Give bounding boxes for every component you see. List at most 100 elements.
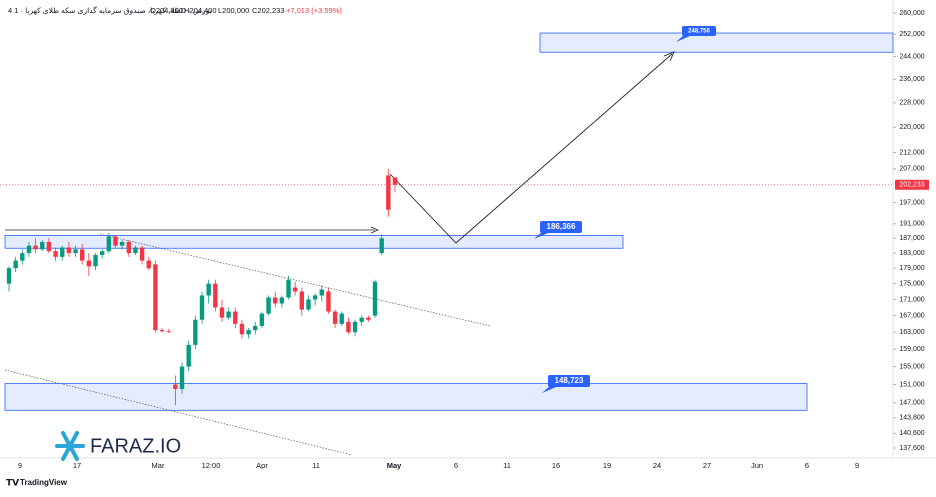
candle-body <box>286 279 291 298</box>
y-tick-label: 236,000 <box>899 76 924 83</box>
y-tick-label: 147,000 <box>899 400 924 407</box>
y-tick-label: 244,000 <box>899 53 924 60</box>
candle-body <box>40 241 45 250</box>
candle-body <box>352 321 358 333</box>
x-tick-label: 17 <box>73 461 81 470</box>
y-tick-label: 137,600 <box>899 445 924 452</box>
x-tick-label: 6 <box>454 461 458 470</box>
candle-body <box>226 311 231 318</box>
arrow-head <box>663 51 675 62</box>
y-tick-label: 260,000 <box>899 10 924 17</box>
zones: 248,756 186,366 148,723 <box>0 26 894 411</box>
y-tick-label: 163,000 <box>899 329 924 336</box>
footer-text: TradingView <box>20 478 68 487</box>
zone-label: 148,723 <box>555 376 584 385</box>
candle-body <box>199 295 205 320</box>
header: 4 طلا، کهربا، صندوق سرمایه گذاری سکه طلا… <box>8 6 342 15</box>
candle-body <box>392 177 398 185</box>
candle-body <box>53 251 58 257</box>
candle-body <box>339 313 344 324</box>
candle-body <box>273 297 278 304</box>
candle-body <box>146 260 151 269</box>
trend-line <box>99 233 491 327</box>
candle-body <box>366 317 371 320</box>
y-tick-label: 179,000 <box>899 265 924 272</box>
y-tick-label: 151,000 <box>899 381 924 388</box>
candle-body <box>179 366 185 390</box>
candle-body <box>346 321 351 333</box>
candle-body <box>213 283 218 308</box>
footer: 𝗧𝗩 TradingView <box>6 477 68 487</box>
candle-body <box>153 264 158 331</box>
chart-title: 4 طلا، کهربا، صندوق سرمایه گذاری سکه طلا… <box>8 6 212 15</box>
candle-body <box>86 260 92 267</box>
candle-body <box>80 249 85 261</box>
candle-body <box>253 325 258 331</box>
candle-body <box>33 245 38 250</box>
y-tick-label: 175,000 <box>899 280 924 287</box>
candle-body <box>332 311 338 324</box>
candle-body <box>359 317 364 322</box>
x-tick-label: 12:00 <box>202 461 221 470</box>
zone-label-pointer <box>676 35 690 42</box>
logo-icon <box>55 431 85 461</box>
ohlc-text: O204,400 <box>150 6 183 15</box>
candle-body <box>20 253 25 261</box>
x-axis: 9 17 Mar 12:00 Apr 11 May 6 11 16 19 24 27 Jun 6 9 <box>18 461 859 470</box>
candle-body <box>166 331 171 333</box>
y-tick-label: 191,000 <box>899 221 924 228</box>
candle-body <box>46 241 52 252</box>
zone-label: 186,366 <box>547 222 576 231</box>
x-tick-label: 27 <box>703 461 711 470</box>
ohlc-text: H204,400 <box>184 6 217 15</box>
y-tick-label: 228,000 <box>899 100 924 107</box>
candle-body <box>159 330 165 332</box>
projection-path <box>389 53 673 244</box>
candle-body <box>139 247 145 261</box>
candle-body <box>113 236 118 246</box>
x-tick-label: 16 <box>552 461 560 470</box>
zone-label-box <box>540 221 582 233</box>
y-tick-label: 197,000 <box>899 200 924 207</box>
candle-body <box>312 295 318 300</box>
candle-body <box>93 254 98 267</box>
candle-body <box>259 313 265 326</box>
candle-body <box>319 289 324 296</box>
x-tick-label: 11 <box>312 461 320 470</box>
candle-body <box>299 291 305 310</box>
candle-body <box>173 384 178 390</box>
candle-body <box>119 241 125 246</box>
candle-body <box>386 175 391 210</box>
candle-body <box>292 287 298 292</box>
zone-label-pointer <box>534 232 548 239</box>
y-tick-label: 183,000 <box>899 250 924 257</box>
x-tick-label: 11 <box>503 461 511 470</box>
y-tick-label: 167,000 <box>899 312 924 319</box>
y-tick-label: 143,800 <box>899 415 924 422</box>
candle-body <box>26 245 32 254</box>
candle-body <box>60 247 65 257</box>
y-tick-label: 187,000 <box>899 235 924 242</box>
x-tick-label: May <box>387 461 402 470</box>
watermark: FARAZ.IO <box>55 431 181 461</box>
y-tick-label: 212,000 <box>899 149 924 156</box>
x-tick-label: 9 <box>855 461 859 470</box>
candles <box>6 168 398 406</box>
zone <box>4 234 624 249</box>
y-tick-label: 155,000 <box>899 363 924 370</box>
candle-body <box>186 344 191 367</box>
x-tick-label: 24 <box>653 461 661 470</box>
candle-body <box>106 236 112 252</box>
candle-body <box>126 241 131 254</box>
candle-body <box>233 311 238 324</box>
x-tick-label: 19 <box>603 461 611 470</box>
ohlc-text: +7,013 (+3.59%) <box>286 6 342 15</box>
candle-body <box>133 247 138 254</box>
drawings <box>4 51 675 456</box>
zone-label-box <box>682 26 716 36</box>
last-price-label: 202,233 <box>899 182 924 189</box>
candle-body <box>193 319 198 345</box>
x-tick-label: Jun <box>751 461 763 470</box>
